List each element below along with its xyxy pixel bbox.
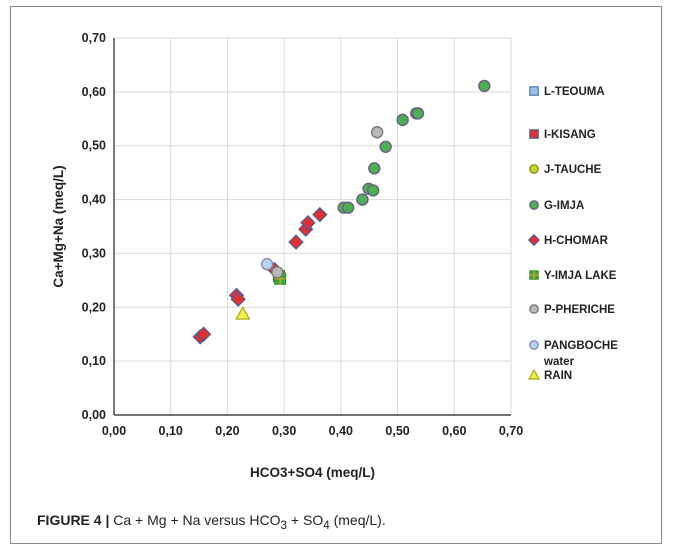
legend-label: L-TEOUMA: [544, 86, 605, 98]
legend-label: H-CHOMAR: [544, 235, 609, 247]
x-tick-label: 0,70: [499, 424, 523, 438]
legend-label: Y-IMJA LAKE: [544, 270, 617, 282]
x-axis-title: HCO3+SO4 (meq/L): [250, 465, 375, 480]
figure-frame: 0,00 0,00 0,10 0,10 0,20 0,20 0,30 0,30 0,40 0,40…: [10, 6, 662, 544]
grid: [113, 37, 512, 416]
y-tick-label: 0,20: [82, 300, 106, 314]
caption-sub-4: 4: [323, 518, 330, 532]
x-tick-label: 0,40: [329, 424, 353, 438]
x-tick-label: 0,10: [159, 424, 183, 438]
data-point: [271, 266, 284, 279]
legend-marker: [529, 86, 539, 96]
legend-label: J-TAUCHE: [544, 164, 602, 176]
legend-label: G-IMJA: [544, 200, 584, 212]
figure-caption: FIGURE 4 | Ca + Mg + Na versus HCO3 + SO…: [37, 512, 386, 532]
legend: L-TEOUMA I-KISANG J-TAUCHE G-IMJA H-CHOMAR Y-…: [527, 86, 618, 382]
legend-label: P-PHERICHE: [544, 304, 615, 316]
data-point: [370, 126, 384, 139]
data-point: [411, 107, 425, 120]
axes: [113, 38, 511, 416]
data-point: [368, 162, 381, 175]
tick-labels: 0,00 0,00 0,10 0,10 0,20 0,20 0,30 0,30 0,40 0,40…: [82, 31, 524, 438]
y-axis-title: Ca+Mg+Na (meq/L): [51, 165, 66, 287]
data-point: [230, 291, 246, 307]
data-point: [379, 140, 392, 153]
data-points: [192, 79, 491, 345]
legend-label-line2: water: [543, 356, 575, 368]
scatter-chart: 0,00 0,00 0,10 0,10 0,20 0,20 0,30 0,30 0,40 0,40…: [51, 31, 618, 480]
legend-marker: [529, 129, 539, 139]
data-point: [195, 326, 212, 342]
y-tick-label: 0,00: [82, 408, 106, 422]
y-tick-label: 0,60: [82, 85, 106, 99]
legend-label: PANGBOCHE: [544, 340, 618, 352]
data-point: [235, 305, 251, 320]
data-point: [366, 184, 380, 197]
x-tick-label: 0,20: [215, 424, 239, 438]
y-tick-label: 0,70: [82, 31, 106, 45]
data-point: [300, 215, 316, 231]
legend-marker: [527, 368, 541, 380]
data-point: [288, 234, 304, 250]
data-point: [312, 206, 328, 223]
x-tick-label: 0,60: [442, 424, 466, 438]
legend-marker: [529, 200, 539, 210]
y-tick-label: 0,30: [82, 246, 106, 260]
data-point: [342, 201, 355, 214]
data-point: [396, 113, 409, 127]
x-tick-label: 0,00: [102, 424, 126, 438]
caption-sub-3: 3: [280, 518, 288, 532]
x-tick-label: 0,30: [272, 424, 296, 438]
x-tick-label: 0,50: [385, 424, 409, 438]
y-tick-label: 0,10: [82, 354, 106, 368]
caption-end: (meq/L).: [329, 512, 386, 528]
legend-marker: [527, 233, 541, 247]
legend-marker: [529, 304, 539, 314]
legend-label: RAIN: [544, 370, 572, 382]
data-point: [260, 258, 274, 271]
legend-marker: [529, 270, 539, 280]
y-tick-label: 0,50: [82, 139, 106, 153]
caption-mid: + SO: [287, 512, 324, 528]
legend-marker: [529, 164, 539, 174]
y-tick-label: 0,40: [82, 193, 106, 207]
caption-text: Ca + Mg + Na versus HCO: [113, 512, 281, 528]
data-point: [356, 193, 369, 206]
data-point: [478, 79, 491, 93]
legend-label: I-KISANG: [544, 129, 596, 141]
legend-marker: [529, 340, 539, 350]
figure-label: FIGURE 4 |: [37, 512, 110, 528]
